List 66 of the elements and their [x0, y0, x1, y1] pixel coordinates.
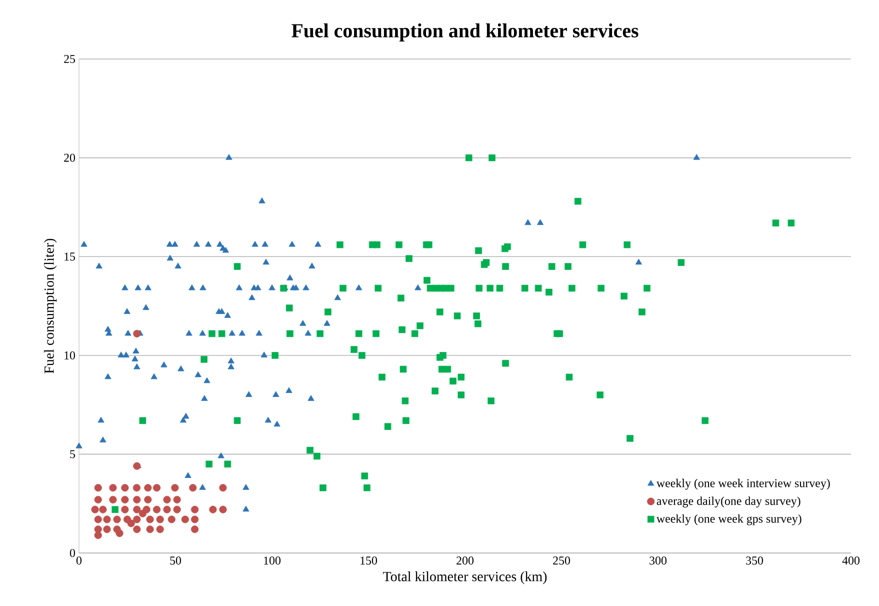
point	[103, 516, 111, 524]
point	[113, 516, 121, 524]
y-tick-label: 25	[64, 54, 76, 64]
x-tick-label: 350	[746, 556, 764, 565]
point	[103, 526, 111, 534]
point	[152, 506, 161, 514]
x-tick-label: 150	[360, 556, 378, 565]
x-tick-label: 300	[650, 556, 667, 565]
x-tick-label: 50	[170, 556, 182, 565]
point	[127, 520, 135, 528]
point	[173, 496, 181, 504]
point	[132, 484, 140, 492]
point	[133, 506, 141, 514]
point	[94, 531, 102, 539]
y-axis-title: Fuel consumption (liter)	[44, 238, 57, 374]
point	[133, 516, 141, 524]
point	[171, 484, 179, 492]
point	[94, 496, 102, 504]
point	[94, 516, 102, 524]
point	[133, 526, 141, 534]
point	[219, 484, 227, 492]
point	[163, 506, 171, 514]
point	[209, 506, 217, 514]
chart-title: Fuel consumption and kilometer services	[292, 23, 638, 42]
point	[121, 506, 129, 514]
x-tick-label: 250	[553, 556, 570, 565]
x-tick-label: 400	[842, 556, 860, 565]
x-tick-label: 100	[264, 556, 281, 565]
point	[116, 529, 124, 538]
point	[191, 506, 199, 514]
point	[121, 484, 129, 492]
point	[173, 506, 181, 514]
point	[152, 484, 161, 492]
point	[133, 496, 141, 504]
y-tick-label: 20	[64, 154, 76, 162]
point	[144, 496, 152, 504]
x-tick-label: 200	[456, 556, 474, 565]
legend-label: weekly (one week interview survey)	[656, 478, 830, 490]
y-tick-label: 5	[70, 450, 76, 458]
point	[189, 484, 197, 492]
point	[99, 506, 107, 514]
point	[146, 516, 154, 524]
point	[191, 516, 199, 524]
point	[109, 496, 117, 504]
x-axis-title: Total kilometer services (km)	[383, 571, 547, 584]
point	[219, 506, 227, 514]
y-tick-label: 10	[64, 351, 76, 360]
point	[181, 516, 189, 524]
point	[121, 496, 129, 504]
point	[168, 516, 176, 524]
point	[156, 526, 164, 534]
point	[156, 516, 164, 524]
point	[146, 526, 154, 534]
x-tick-label: 0	[76, 556, 82, 565]
point	[144, 484, 152, 492]
y-tick-label: 0	[70, 548, 76, 558]
point	[94, 484, 102, 492]
legend-label: weekly (one week gps survey)	[656, 514, 802, 526]
point	[91, 506, 99, 514]
point	[138, 510, 146, 518]
point	[109, 484, 117, 492]
point	[133, 330, 141, 338]
point	[163, 496, 171, 504]
point	[191, 526, 199, 534]
y-tick-label: 15	[64, 252, 76, 261]
legend-label: average daily(one day survey)	[656, 496, 800, 508]
